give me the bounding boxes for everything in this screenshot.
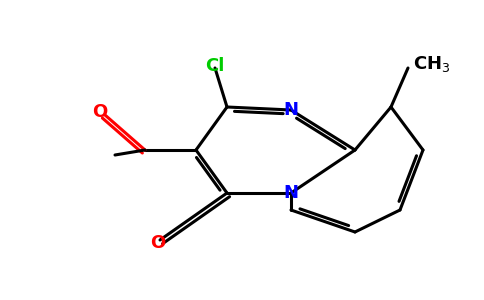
Text: Cl: Cl — [205, 57, 225, 75]
Text: N: N — [284, 184, 299, 202]
Text: N: N — [284, 101, 299, 119]
Text: O: O — [92, 103, 107, 121]
Text: O: O — [151, 234, 166, 252]
Text: CH$_3$: CH$_3$ — [413, 54, 451, 74]
